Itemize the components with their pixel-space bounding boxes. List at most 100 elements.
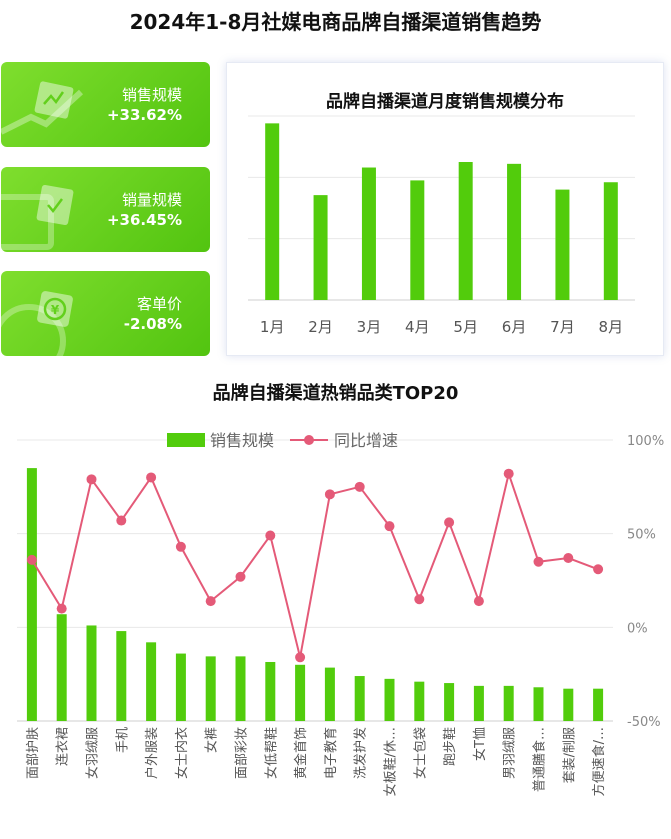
bar <box>205 656 216 721</box>
legend-bar-swatch <box>167 433 205 447</box>
x-tick-label: 女低帮鞋 <box>263 727 279 779</box>
right-axis-tick-label: -50% <box>627 715 661 730</box>
legend-line-marker <box>304 435 314 445</box>
bar <box>265 123 280 300</box>
growth-point <box>444 517 455 528</box>
kpi-label: 销量规模 <box>121 191 182 209</box>
bar <box>86 625 97 721</box>
x-tick-label: 6月 <box>502 318 527 336</box>
x-tick-label: 套装/制服 <box>561 727 577 783</box>
growth-point <box>146 472 157 483</box>
growth-point <box>533 556 544 567</box>
growth-point <box>473 596 484 607</box>
kpi-label: 客单价 <box>136 295 182 313</box>
x-tick-label: 方便速食/… <box>591 727 607 796</box>
x-tick-label: 面部护肤 <box>26 727 41 779</box>
x-tick-label: 女羽绒服 <box>85 727 101 779</box>
legend-bar-label: 销售规模 <box>210 431 274 450</box>
x-tick-label: 8月 <box>599 318 624 336</box>
right-axis-tick-label: 100% <box>627 434 664 449</box>
x-tick-label: 女士包袋 <box>412 727 428 779</box>
growth-point <box>324 489 335 500</box>
growth-point <box>354 481 365 492</box>
kpi-card-sales: 销售规模 +33.62% <box>1 62 210 147</box>
bar <box>555 189 570 300</box>
kpi-value: +33.62% <box>106 106 182 124</box>
growth-point <box>503 468 514 479</box>
growth-point <box>414 594 425 605</box>
growth-point <box>86 474 97 485</box>
bar <box>324 667 335 721</box>
bar <box>410 180 425 300</box>
bar <box>384 678 395 721</box>
x-tick-label: 2月 <box>308 318 333 336</box>
bar <box>593 688 604 721</box>
bar <box>503 685 514 721</box>
growth-point <box>563 553 574 564</box>
kpi-card-unit-price: ¥ 客单价 -2.08% <box>1 271 210 356</box>
bar <box>313 195 328 300</box>
x-tick-label: 3月 <box>357 318 382 336</box>
x-tick-label: 面部彩妆 <box>235 727 250 779</box>
x-tick-label: 跑步鞋 <box>442 727 458 766</box>
page-title: 2024年1-8月社媒电商品牌自播渠道销售趋势 <box>129 10 542 34</box>
bar <box>458 162 473 300</box>
checklist-icon <box>1 184 74 250</box>
bar <box>533 687 544 721</box>
x-tick-label: 5月 <box>453 318 478 336</box>
bar <box>295 664 306 721</box>
kpi-label: 销售规模 <box>121 86 182 104</box>
bar <box>444 683 455 721</box>
chart-icon <box>1 81 84 135</box>
right-axis-tick-label: 50% <box>627 528 656 543</box>
x-tick-label: 女士内衣 <box>174 727 190 779</box>
growth-point <box>235 571 246 582</box>
x-tick-label: 户外服装 <box>144 727 160 779</box>
bar <box>56 614 67 721</box>
x-tick-label: 男羽绒服 <box>503 727 518 779</box>
x-tick-label: 黄金首饰 <box>293 727 309 779</box>
bar <box>361 167 376 300</box>
bar <box>507 163 522 300</box>
growth-point <box>295 652 306 663</box>
x-tick-label: 女T恤 <box>472 727 488 761</box>
svg-text:¥: ¥ <box>51 303 60 317</box>
growth-point <box>56 603 67 614</box>
kpi-value: +36.45% <box>106 211 182 229</box>
kpi-card-volume: 销量规模 +36.45% <box>1 167 210 252</box>
growth-point <box>265 530 276 541</box>
bar <box>265 661 276 721</box>
bar <box>473 685 484 721</box>
growth-point <box>593 564 604 575</box>
x-tick-label: 女板鞋/休… <box>383 727 399 796</box>
growth-line <box>31 470 599 658</box>
bar <box>354 676 365 721</box>
bar <box>175 653 186 721</box>
bar <box>26 468 37 721</box>
growth-point <box>384 521 395 532</box>
top20-chart-title: 品牌自播渠道热销品类TOP20 <box>212 383 459 404</box>
growth-point <box>116 515 127 526</box>
growth-point <box>175 541 186 552</box>
monthly-chart-title: 品牌自播渠道月度销售规模分布 <box>326 92 564 112</box>
x-tick-label: 手机 <box>115 727 130 753</box>
legend-line-label: 同比增速 <box>334 431 398 450</box>
x-tick-label: 女裤 <box>204 727 220 753</box>
right-axis-tick-label: 0% <box>627 621 648 636</box>
bar <box>116 631 127 721</box>
monthly-chart-card: 品牌自播渠道月度销售规模分布 1月 2月 3月 4月 5月 6月 7月 8月 <box>226 62 664 356</box>
growth-point <box>205 596 216 607</box>
x-tick-label: 普通膳食… <box>532 727 548 792</box>
bar <box>603 182 618 300</box>
x-tick-label: 4月 <box>405 318 430 336</box>
bar <box>146 642 157 721</box>
x-tick-label: 洗发护发 <box>353 727 369 779</box>
yuan-coin-icon: ¥ <box>1 291 73 356</box>
x-tick-label: 连衣裙 <box>55 727 71 766</box>
growth-point <box>26 554 37 565</box>
bar <box>563 688 574 721</box>
bar <box>414 681 425 721</box>
x-tick-label: 1月 <box>260 318 285 336</box>
kpi-value: -2.08% <box>123 315 182 333</box>
